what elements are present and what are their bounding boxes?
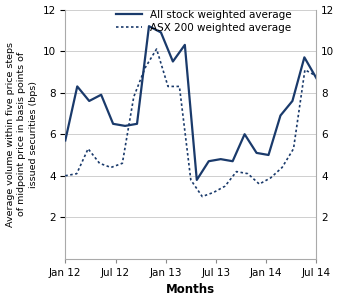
- ASX 200 weighted average: [155, 47, 159, 51]
- Line: All stock weighted average: All stock weighted average: [65, 26, 316, 180]
- ASX 200 weighted average: [109, 165, 113, 169]
- ASX 200 weighted average: [63, 174, 67, 178]
- ASX 200 weighted average: [189, 178, 193, 182]
- ASX 200 weighted average: [120, 162, 124, 165]
- All stock weighted average: [219, 157, 223, 161]
- ASX 200 weighted average: [211, 191, 216, 194]
- All stock weighted average: [207, 159, 211, 163]
- All stock weighted average: [267, 153, 271, 157]
- All stock weighted average: [231, 159, 235, 163]
- X-axis label: Months: Months: [166, 284, 215, 297]
- Line: ASX 200 weighted average: ASX 200 weighted average: [65, 49, 316, 197]
- ASX 200 weighted average: [177, 85, 182, 88]
- ASX 200 weighted average: [303, 68, 307, 72]
- ASX 200 weighted average: [314, 74, 318, 78]
- All stock weighted average: [99, 93, 103, 97]
- ASX 200 weighted average: [166, 85, 170, 88]
- Y-axis label: Average volume within five price steps
of midpoint price in basis points of
issu: Average volume within five price steps o…: [5, 42, 38, 227]
- All stock weighted average: [147, 24, 151, 28]
- All stock weighted average: [314, 76, 318, 80]
- All stock weighted average: [195, 178, 199, 182]
- ASX 200 weighted average: [143, 66, 147, 69]
- ASX 200 weighted average: [223, 184, 227, 188]
- All stock weighted average: [290, 99, 294, 103]
- ASX 200 weighted average: [86, 147, 90, 151]
- All stock weighted average: [171, 60, 175, 63]
- ASX 200 weighted average: [234, 170, 238, 173]
- All stock weighted average: [159, 31, 163, 34]
- All stock weighted average: [87, 99, 91, 103]
- ASX 200 weighted average: [132, 95, 136, 99]
- ASX 200 weighted average: [200, 195, 204, 198]
- All stock weighted average: [255, 151, 259, 155]
- ASX 200 weighted average: [257, 182, 261, 186]
- ASX 200 weighted average: [291, 147, 295, 151]
- All stock weighted average: [123, 124, 127, 128]
- ASX 200 weighted average: [280, 165, 284, 169]
- All stock weighted average: [135, 122, 139, 126]
- ASX 200 weighted average: [269, 176, 273, 180]
- ASX 200 weighted average: [246, 172, 250, 175]
- All stock weighted average: [242, 132, 246, 136]
- ASX 200 weighted average: [98, 162, 102, 165]
- All stock weighted average: [111, 122, 115, 126]
- All stock weighted average: [63, 139, 67, 142]
- All stock weighted average: [75, 85, 79, 88]
- All stock weighted average: [302, 56, 306, 59]
- Legend: All stock weighted average, ASX 200 weighted average: All stock weighted average, ASX 200 weig…: [116, 10, 292, 33]
- ASX 200 weighted average: [75, 172, 79, 175]
- All stock weighted average: [183, 43, 187, 47]
- All stock weighted average: [278, 114, 283, 117]
